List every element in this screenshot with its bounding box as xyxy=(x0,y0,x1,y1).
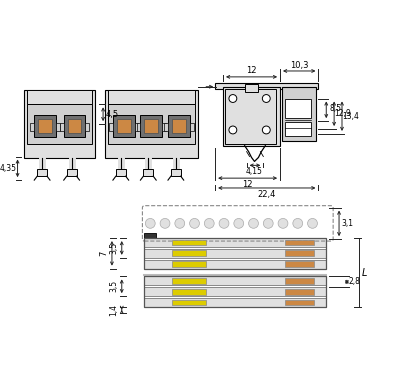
Circle shape xyxy=(229,95,237,103)
Circle shape xyxy=(262,95,270,103)
Bar xyxy=(172,250,206,256)
Bar xyxy=(144,276,326,285)
Text: L: L xyxy=(362,267,367,278)
Text: 4,15: 4,15 xyxy=(246,167,263,176)
Text: 12,9: 12,9 xyxy=(335,109,351,118)
Text: 3,1: 3,1 xyxy=(341,219,353,228)
Circle shape xyxy=(263,219,273,228)
Bar xyxy=(168,115,190,137)
Bar xyxy=(164,123,168,131)
Text: 1,4: 1,4 xyxy=(109,304,118,316)
Bar xyxy=(285,261,314,267)
Bar xyxy=(223,87,280,146)
Bar xyxy=(113,115,134,137)
Bar xyxy=(172,300,206,305)
Text: 13,4: 13,4 xyxy=(342,112,359,121)
Bar xyxy=(172,278,206,284)
Text: 10,3: 10,3 xyxy=(290,60,309,70)
Bar xyxy=(67,169,76,176)
Bar xyxy=(144,119,158,133)
Bar xyxy=(285,239,314,245)
Bar xyxy=(24,90,95,159)
Bar xyxy=(225,89,276,144)
Bar xyxy=(136,123,140,131)
Circle shape xyxy=(229,126,237,134)
Circle shape xyxy=(175,219,185,228)
Bar xyxy=(144,260,326,269)
Bar xyxy=(85,123,89,131)
Text: 7: 7 xyxy=(100,251,108,256)
Circle shape xyxy=(145,219,155,228)
Bar xyxy=(34,115,56,137)
Bar xyxy=(144,249,326,258)
Bar xyxy=(105,90,198,159)
Text: 4,35: 4,35 xyxy=(0,164,16,173)
Bar xyxy=(37,169,47,176)
Circle shape xyxy=(293,219,303,228)
Text: 3,5: 3,5 xyxy=(109,280,118,292)
Bar xyxy=(282,87,316,141)
Bar xyxy=(144,238,326,269)
Bar xyxy=(144,233,156,238)
Bar xyxy=(116,169,126,176)
Bar xyxy=(245,84,258,92)
Circle shape xyxy=(190,219,200,228)
Bar xyxy=(144,287,326,296)
Bar xyxy=(56,123,60,131)
Bar xyxy=(134,123,138,131)
Bar xyxy=(108,90,196,104)
Bar xyxy=(60,123,64,131)
Bar xyxy=(172,119,186,133)
Text: 22,4: 22,4 xyxy=(257,190,276,199)
Circle shape xyxy=(262,126,270,134)
Bar xyxy=(108,104,196,144)
Bar xyxy=(144,276,326,307)
Circle shape xyxy=(248,219,258,228)
Circle shape xyxy=(308,219,318,228)
Bar xyxy=(117,119,131,133)
Text: 12: 12 xyxy=(242,179,253,188)
Bar xyxy=(109,123,113,131)
Bar xyxy=(171,169,181,176)
Bar xyxy=(172,261,206,267)
Bar xyxy=(285,289,314,295)
Bar xyxy=(285,250,314,256)
Bar xyxy=(215,83,318,89)
Bar xyxy=(172,239,206,245)
Circle shape xyxy=(160,219,170,228)
Bar xyxy=(285,122,310,136)
Bar xyxy=(162,123,166,131)
Bar xyxy=(172,289,206,295)
Bar xyxy=(144,298,326,307)
Bar xyxy=(64,115,85,137)
Text: 4,5: 4,5 xyxy=(105,110,118,119)
Circle shape xyxy=(234,219,244,228)
Bar xyxy=(68,119,82,133)
Bar xyxy=(143,169,153,176)
Bar xyxy=(285,278,314,284)
Text: 8,5: 8,5 xyxy=(329,104,341,113)
Bar xyxy=(140,115,162,137)
Text: 2,8: 2,8 xyxy=(349,278,361,286)
Bar xyxy=(38,119,52,133)
Text: 3,5: 3,5 xyxy=(109,242,118,254)
Bar xyxy=(190,123,194,131)
Circle shape xyxy=(278,219,288,228)
Bar xyxy=(27,90,92,104)
Bar xyxy=(285,98,310,118)
Text: 12: 12 xyxy=(246,66,257,75)
Bar xyxy=(30,123,34,131)
Circle shape xyxy=(219,219,229,228)
Bar xyxy=(27,104,92,144)
Bar xyxy=(144,238,326,247)
Bar xyxy=(285,300,314,305)
Circle shape xyxy=(204,219,214,228)
